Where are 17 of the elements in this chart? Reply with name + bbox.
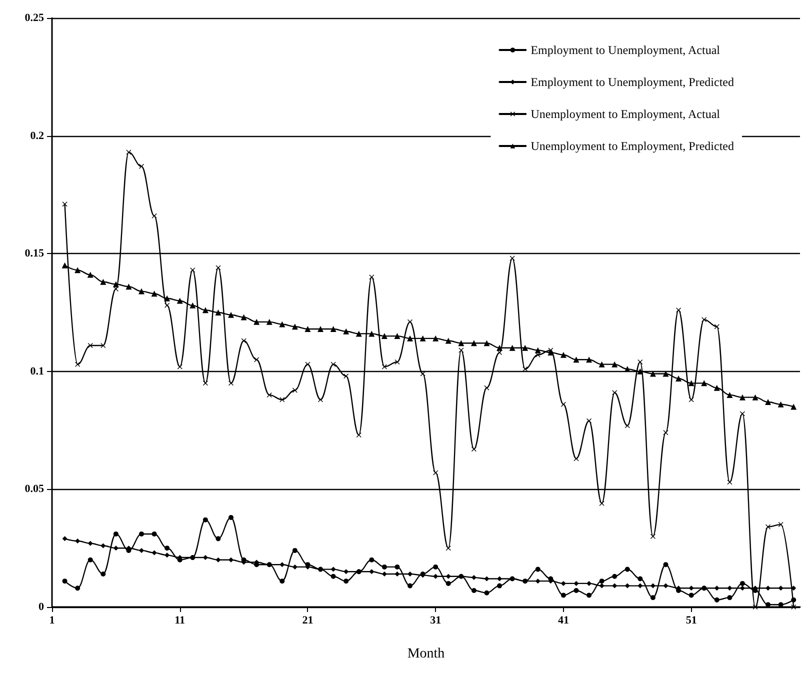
y-tick-label: 0.05 [24, 483, 44, 496]
x-tick-label: 21 [302, 614, 314, 626]
y-tick-label: 0.2 [30, 130, 44, 142]
x-tick-label: 51 [686, 614, 697, 626]
y-tick-label: 0.15 [24, 248, 44, 260]
x-tick-label: 11 [174, 614, 186, 626]
legend-label: Unemployment to Employment, Actual [530, 107, 721, 121]
y-tick-label: 0 [38, 601, 44, 613]
x-axis-title: Month [407, 646, 445, 662]
y-tick-label: 0.1 [30, 365, 44, 378]
legend-label: Unemployment to Employment, Predicted [530, 139, 734, 153]
x-tick-label: 41 [558, 614, 569, 626]
x-tick-label: 31 [430, 614, 442, 626]
legend-label: Employment to Unemployment, Actual [530, 43, 721, 57]
x-tick-label: 1 [49, 614, 55, 626]
y-tick-label: 0.25 [24, 12, 44, 24]
legend-label: Employment to Unemployment, Predicted [530, 75, 734, 89]
